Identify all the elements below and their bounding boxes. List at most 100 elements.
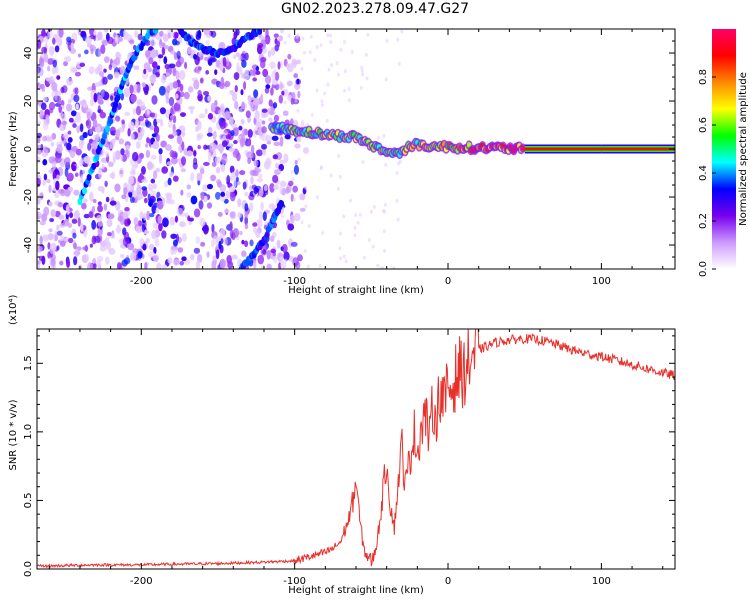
noise-speckle	[292, 197, 296, 202]
noise-speckle	[59, 235, 64, 242]
noise-speckle	[215, 166, 221, 174]
noise-speckle	[37, 260, 41, 265]
noise-speckle	[293, 213, 301, 222]
noise-speckle	[127, 219, 131, 225]
noise-speckle	[150, 49, 157, 59]
noise-speckle	[141, 186, 148, 191]
noise-speckle	[253, 186, 259, 195]
noise-speckle	[48, 45, 55, 56]
noise-speckle	[358, 212, 362, 217]
y-tick-label: 0.0	[23, 561, 34, 577]
noise-speckle	[296, 108, 300, 113]
noise-speckle	[121, 194, 127, 200]
noise-speckle	[223, 237, 228, 246]
y-tick-label: 0	[23, 146, 34, 152]
noise-speckle	[250, 176, 254, 185]
noise-speckle	[342, 214, 346, 219]
noise-speckle	[206, 132, 213, 137]
noise-speckle	[67, 137, 73, 143]
noise-speckle	[43, 53, 49, 63]
noise-speckle	[122, 212, 129, 220]
noise-speckle	[240, 89, 244, 96]
noise-speckle	[197, 66, 202, 71]
noise-speckle	[280, 260, 287, 269]
noise-speckle	[133, 65, 140, 71]
noise-speckle	[218, 240, 222, 250]
noise-speckle	[354, 213, 358, 218]
noise-speckle	[207, 126, 213, 135]
noise-speckle	[101, 163, 105, 170]
noise-speckle	[193, 50, 197, 55]
snr-x-label: Height of straight line (km)	[288, 585, 424, 596]
colorbar-tick-label: 0.4	[698, 165, 709, 181]
noise-speckle	[271, 135, 279, 141]
noise-speckle	[100, 241, 106, 248]
noise-speckle	[157, 54, 164, 59]
noise-speckle	[113, 71, 120, 78]
noise-speckle	[310, 112, 314, 117]
noise-speckle	[158, 148, 163, 155]
noise-speckle	[37, 245, 43, 253]
noise-speckle	[89, 191, 94, 202]
noise-speckle	[279, 60, 283, 69]
diagonal-trace-blob	[86, 173, 92, 181]
noise-speckle	[239, 170, 246, 176]
noise-speckle	[165, 96, 170, 104]
spectrogram-y-label: Frequency (Hz)	[8, 111, 19, 187]
noise-speckle	[203, 144, 208, 150]
noise-speckle	[290, 97, 295, 105]
noise-speckle	[263, 184, 268, 192]
noise-speckle	[377, 136, 381, 141]
noise-speckle	[269, 61, 276, 70]
noise-speckle	[43, 206, 50, 217]
noise-speckle	[48, 228, 53, 233]
noise-speckle	[102, 76, 108, 85]
noise-speckle	[315, 45, 319, 50]
noise-speckle	[308, 50, 312, 55]
noise-speckle	[175, 61, 182, 68]
noise-speckle	[293, 164, 300, 175]
noise-speckle	[252, 222, 258, 227]
noise-speckle	[141, 82, 146, 88]
noise-speckle	[51, 132, 57, 140]
noise-speckle	[145, 121, 152, 128]
noise-speckle	[48, 101, 56, 111]
noise-speckle	[178, 70, 186, 81]
noise-speckle	[56, 230, 63, 236]
noise-speckle	[292, 185, 299, 193]
noise-speckle	[217, 211, 223, 217]
noise-speckle	[158, 153, 163, 164]
noise-speckle	[229, 186, 235, 193]
noise-speckle	[37, 120, 41, 126]
noise-speckle	[251, 169, 258, 177]
noise-speckle	[202, 224, 209, 235]
noise-speckle	[100, 44, 106, 55]
noise-speckle	[270, 248, 277, 254]
noise-speckle	[164, 63, 170, 70]
noise-speckle	[79, 158, 84, 167]
noise-speckle	[243, 81, 247, 91]
noise-speckle	[339, 47, 343, 52]
noise-speckle	[283, 40, 287, 45]
noise-speckle	[186, 150, 193, 157]
noise-speckle	[39, 57, 45, 68]
noise-speckle	[212, 144, 220, 150]
main-trace-band-core	[601, 147, 675, 151]
noise-speckle	[229, 211, 237, 220]
noise-speckle	[287, 94, 293, 101]
noise-speckle	[203, 195, 208, 203]
noise-speckle	[135, 226, 140, 232]
noise-speckle	[188, 217, 194, 222]
noise-speckle	[303, 146, 310, 154]
noise-speckle	[120, 148, 125, 156]
noise-speckle	[106, 218, 113, 228]
noise-speckle	[170, 49, 176, 55]
noise-speckle	[249, 69, 255, 76]
noise-speckle	[195, 236, 201, 244]
noise-speckle	[37, 156, 41, 164]
noise-speckle	[79, 135, 85, 141]
noise-speckle	[125, 144, 130, 150]
noise-speckle	[371, 244, 375, 249]
noise-speckle	[235, 169, 239, 178]
noise-speckle	[199, 77, 204, 84]
